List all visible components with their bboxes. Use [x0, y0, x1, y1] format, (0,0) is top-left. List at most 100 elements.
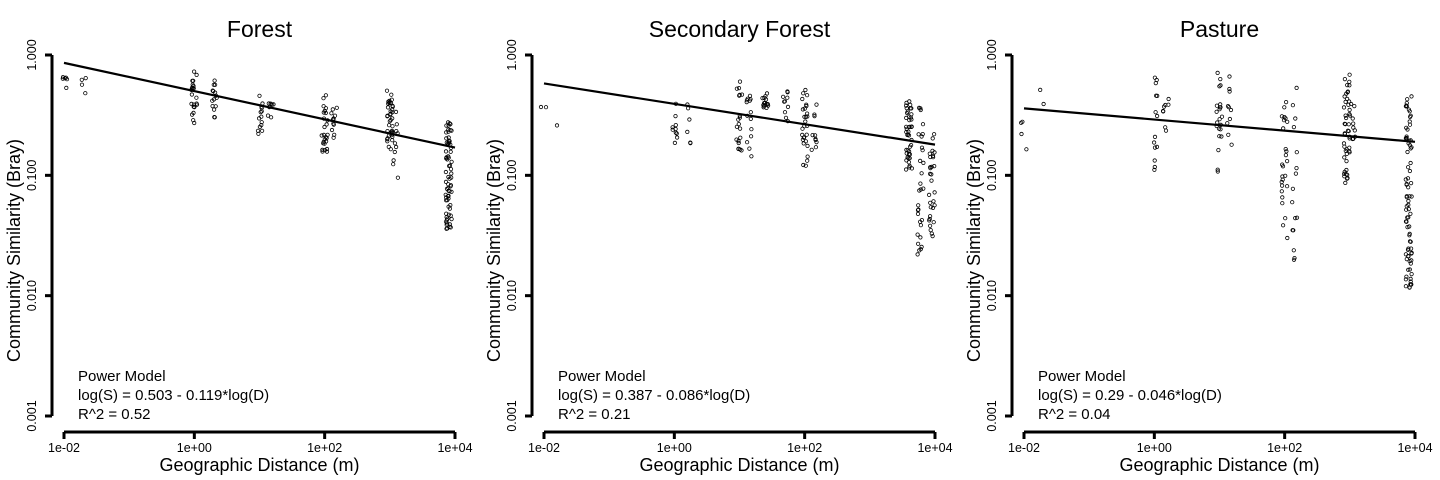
x-tick-label: 1e+00: [1137, 441, 1172, 455]
x-tick-label: 1e+04: [437, 441, 472, 455]
data-point: [1407, 143, 1412, 148]
data-point: [674, 131, 679, 136]
model-annotation-line: log(S) = 0.387 - 0.086*log(D): [558, 387, 750, 404]
data-point: [804, 132, 809, 137]
data-point: [1154, 144, 1160, 149]
x-tick-label: 1e+04: [917, 441, 952, 455]
data-point: [384, 88, 390, 93]
x-tick-label: 1e-02: [1008, 441, 1040, 455]
data-point: [392, 141, 398, 146]
data-point: [904, 115, 909, 121]
data-point: [736, 86, 742, 91]
data-point: [1293, 216, 1298, 221]
data-point: [64, 85, 69, 91]
data-point: [1227, 74, 1232, 79]
model-annotation-line: log(S) = 0.503 - 0.119*log(D): [78, 387, 269, 404]
data-point: [909, 117, 914, 122]
data-point: [83, 91, 88, 96]
y-tick-label: 0.100: [985, 160, 999, 191]
data-point: [919, 134, 924, 139]
data-point: [446, 154, 451, 159]
data-point: [1342, 94, 1347, 99]
data-point: [920, 122, 926, 127]
data-point: [384, 137, 390, 142]
data-point: [1409, 271, 1414, 277]
data-point: [813, 145, 818, 150]
data-point: [916, 207, 921, 212]
scatter-points: [1018, 70, 1414, 290]
model-annotation-line: Power Model: [78, 368, 166, 385]
data-point: [917, 248, 922, 253]
data-point: [736, 139, 741, 144]
data-point: [734, 124, 739, 129]
data-point: [1404, 194, 1409, 199]
data-point: [801, 141, 806, 146]
data-point: [737, 79, 743, 84]
data-point: [763, 94, 768, 99]
data-point: [394, 122, 399, 127]
data-point: [1293, 116, 1298, 121]
data-point: [1229, 142, 1234, 147]
data-point: [805, 143, 810, 148]
data-point: [734, 86, 739, 91]
data-point: [392, 149, 397, 155]
data-point: [322, 108, 327, 114]
data-point: [1285, 119, 1290, 124]
data-point: [918, 235, 923, 240]
y-tick-label: 1.000: [25, 39, 39, 70]
data-point: [930, 153, 936, 158]
data-point: [1407, 114, 1413, 120]
data-point: [1152, 75, 1157, 80]
data-point: [257, 93, 262, 98]
data-point: [60, 75, 66, 80]
data-point: [801, 91, 806, 96]
data-point: [1155, 113, 1160, 119]
data-point: [1279, 114, 1284, 119]
data-point: [1404, 207, 1409, 212]
data-point: [1214, 103, 1219, 108]
data-point: [1152, 140, 1157, 145]
data-point: [388, 118, 393, 123]
data-point: [927, 151, 932, 156]
data-point: [322, 124, 327, 130]
model-annotation-line: R^2 = 0.52: [78, 406, 151, 423]
data-point: [1283, 153, 1288, 158]
data-point: [1018, 120, 1024, 125]
model-annotation-line: R^2 = 0.21: [558, 406, 631, 423]
data-point: [212, 115, 217, 120]
data-point: [191, 78, 196, 83]
data-point: [1283, 216, 1288, 221]
data-point: [1408, 276, 1413, 281]
data-point: [1406, 215, 1411, 220]
data-point: [1344, 159, 1349, 164]
model-annotation-line: log(S) = 0.29 - 0.046*log(D): [1038, 387, 1222, 404]
scatter-points: [60, 69, 454, 231]
data-point: [1407, 259, 1412, 264]
data-point: [916, 132, 921, 137]
data-point: [931, 220, 936, 225]
data-point: [1225, 121, 1230, 126]
data-point: [1280, 195, 1285, 200]
data-point: [812, 112, 817, 117]
data-point: [1284, 159, 1290, 164]
data-point: [1342, 174, 1347, 179]
data-point: [814, 102, 819, 107]
data-point: [1345, 83, 1350, 88]
x-tick-label: 1e+04: [1397, 441, 1432, 455]
data-point: [258, 110, 263, 115]
data-point: [1152, 167, 1157, 172]
data-point: [446, 140, 451, 145]
data-point: [1406, 267, 1411, 272]
data-point: [687, 117, 692, 122]
data-point: [211, 89, 216, 94]
x-axis-label: Geographic Distance (m): [159, 455, 359, 475]
data-point: [903, 167, 909, 172]
data-point: [918, 181, 923, 186]
data-point: [1216, 148, 1221, 153]
data-point: [449, 128, 454, 133]
data-point: [447, 163, 453, 168]
data-point: [325, 132, 330, 137]
data-point: [1218, 127, 1223, 132]
data-point: [1215, 167, 1220, 172]
